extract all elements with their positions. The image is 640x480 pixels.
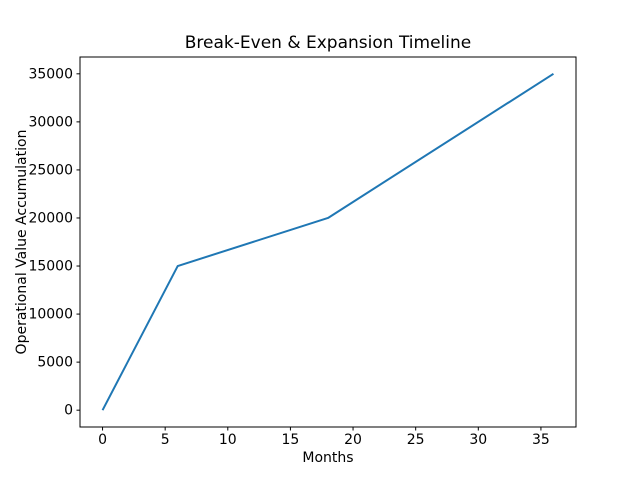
x-tick-label: 25 [407, 432, 425, 448]
x-tick-label: 35 [532, 432, 550, 448]
x-axis-ticks: 0 5 10 15 20 25 30 35 [98, 427, 550, 448]
data-series-group [101, 72, 554, 411]
y-tick-label: 25000 [28, 162, 73, 178]
series-line [101, 72, 554, 411]
plot-border [79, 56, 577, 428]
x-axis-label: Months [302, 450, 353, 466]
y-tick-label: 0 [64, 403, 73, 419]
y-tick-label: 30000 [28, 114, 73, 130]
x-tick-label: 15 [282, 432, 300, 448]
y-axis-label: Operational Value Accumulation [14, 130, 30, 355]
y-tick-label: 5000 [37, 355, 73, 371]
y-tick-label: 10000 [28, 307, 73, 323]
x-tick-label: 30 [469, 432, 487, 448]
y-tick-label: 15000 [28, 259, 73, 275]
x-tick-label: 0 [98, 432, 107, 448]
y-axis-ticks: 0 5000 10000 15000 20000 25000 30000 35000 [28, 66, 80, 419]
chart-title: Break-Even & Expansion Timeline [185, 33, 471, 53]
y-tick-label: 35000 [28, 66, 73, 82]
x-tick-label: 5 [161, 432, 170, 448]
y-tick-label: 20000 [28, 210, 73, 226]
x-tick-label: 20 [344, 432, 362, 448]
x-tick-label: 10 [219, 432, 237, 448]
